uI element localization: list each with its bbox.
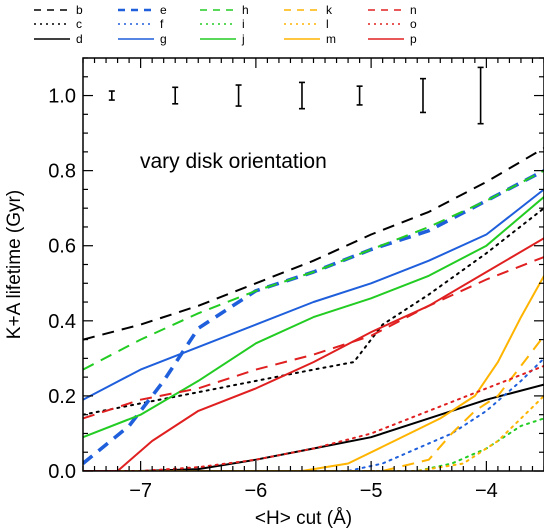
- legend-label-e: e: [160, 3, 167, 17]
- series-line-h: [83, 169, 544, 371]
- series-line-b: [83, 147, 544, 341]
- plot-area: vary disk orientation: [83, 66, 544, 471]
- error-bar-7: [477, 66, 484, 125]
- legend-item-i: i: [200, 17, 245, 31]
- legend-item-e: e: [118, 3, 167, 17]
- series-line-k: [83, 335, 544, 471]
- legend-label-c: c: [76, 17, 82, 31]
- legend-item-d: d: [34, 32, 83, 46]
- error-bar-1: [108, 90, 115, 101]
- annotation-text: vary disk orientation: [140, 150, 327, 173]
- y-axis-title: K+A lifetime (Gyr): [4, 190, 25, 339]
- legend-item-n: n: [368, 3, 417, 17]
- x-tick-label: −6: [244, 480, 267, 502]
- legend-label-d: d: [76, 32, 83, 46]
- legend-item-m: m: [284, 32, 336, 46]
- series-line-g: [83, 188, 544, 401]
- series-line-m: [83, 275, 544, 471]
- series-line-n: [83, 256, 544, 420]
- error-bar-3: [235, 84, 242, 107]
- legend-label-f: f: [160, 17, 164, 31]
- y-tick-label: 0.4: [48, 311, 76, 333]
- legend-label-l: l: [326, 17, 329, 31]
- y-tick-label: 0.8: [48, 161, 76, 183]
- legend-label-m: m: [326, 32, 336, 46]
- series-line-p: [83, 237, 544, 471]
- legend-item-f: f: [118, 17, 164, 31]
- legend-item-g: g: [118, 32, 167, 46]
- series-line-c: [83, 207, 544, 416]
- legend-label-i: i: [242, 17, 245, 31]
- x-tick-label: −5: [360, 480, 383, 502]
- legend-label-n: n: [410, 3, 417, 17]
- series-line-o: [83, 364, 544, 471]
- x-axis-title: <H> cut (Å): [255, 508, 352, 529]
- legend-label-g: g: [160, 32, 167, 46]
- legend-label-j: j: [241, 32, 245, 46]
- error-bar-6: [419, 77, 426, 114]
- legend-label-o: o: [410, 17, 417, 31]
- legend-item-b: b: [34, 3, 83, 17]
- legend-label-p: p: [410, 32, 417, 46]
- axes: −7 −6 −5 −4 0.0 0.2 0.4 0.6 0.8 1.0 <H> cut (Å) K+A…: [4, 57, 544, 529]
- legend-label-h: h: [242, 3, 249, 17]
- y-tick-label: 0.2: [48, 386, 76, 408]
- series-line-f: [83, 357, 544, 471]
- legend-label-b: b: [76, 3, 83, 17]
- y-tick-label: 1.0: [48, 86, 76, 108]
- legend-item-l: l: [284, 17, 329, 31]
- legend-item-j: j: [200, 32, 245, 46]
- series-line-d: [83, 383, 544, 471]
- series-line-j: [83, 196, 544, 439]
- series-line-l: [83, 394, 544, 471]
- x-tick-label: −4: [475, 480, 498, 502]
- legend-item-k: k: [284, 3, 333, 17]
- y-tick-label: 0.6: [48, 236, 76, 258]
- series-group: [83, 147, 544, 471]
- legend-item-o: o: [368, 17, 417, 31]
- series-line-i: [83, 417, 544, 471]
- y-tick-label: 0.0: [48, 461, 76, 483]
- legend: bcd efg hij klm nop: [34, 3, 417, 46]
- legend-item-p: p: [368, 32, 417, 46]
- legend-item-c: c: [34, 17, 82, 31]
- error-bar-4: [298, 81, 305, 110]
- legend-item-h: h: [200, 3, 249, 17]
- legend-label-k: k: [326, 3, 333, 17]
- error-bar-5: [356, 85, 363, 106]
- error-bar-2: [172, 86, 179, 105]
- x-tick-label: −7: [129, 480, 152, 502]
